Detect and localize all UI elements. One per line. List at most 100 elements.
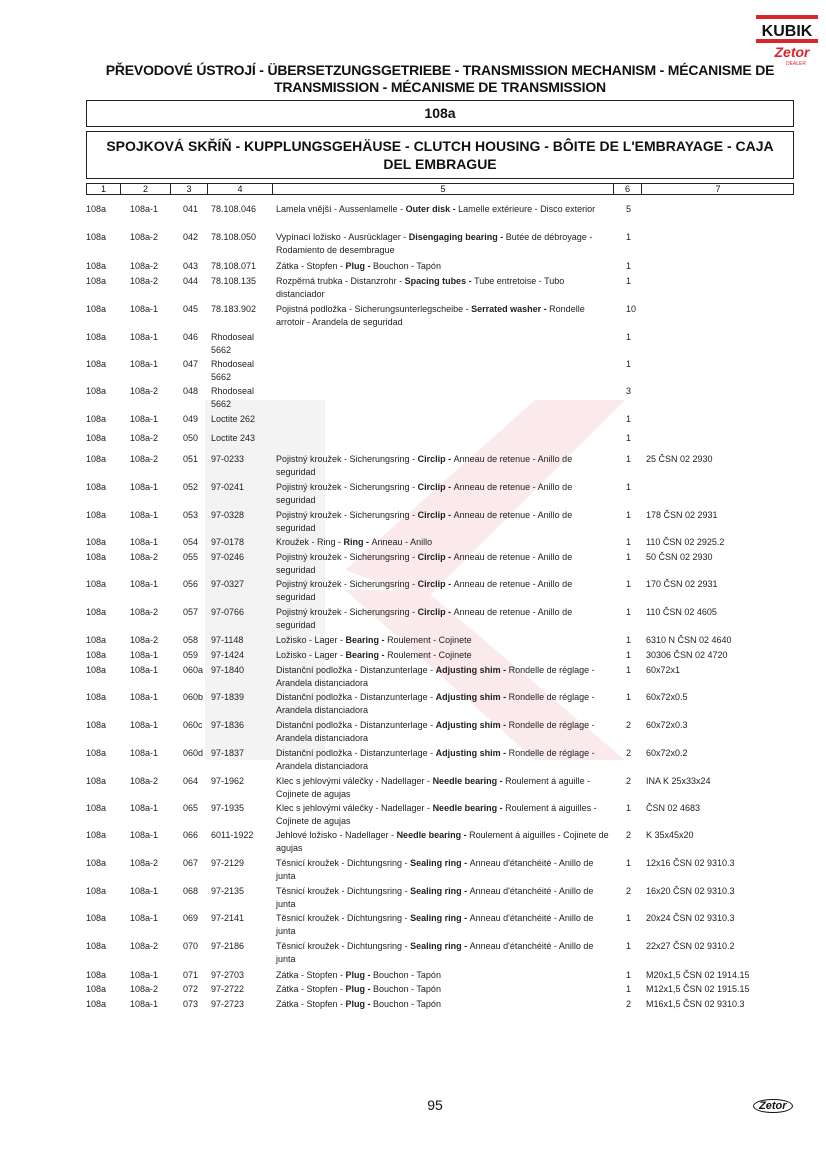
position-cell: 047 — [183, 359, 199, 369]
description-cell: Klec s jehlovými válečky - Nadellager - … — [276, 803, 597, 826]
part-number-cell: Loctite 262 — [211, 414, 256, 424]
figure-cell: 108a-2 — [130, 454, 159, 464]
figure-cell: 108a-1 — [130, 913, 159, 923]
description-cell: Rozpěrná trubka - Distanzrohr - Spacing … — [276, 276, 565, 299]
group-cell: 108a — [86, 552, 107, 562]
group-cell: 108a — [86, 984, 107, 994]
part-number-cell: 97-1836 — [211, 720, 245, 730]
part-number-cell: 97-2129 — [211, 858, 245, 868]
position-cell: 060b — [183, 692, 204, 702]
quantity-cell: 1 — [626, 803, 632, 813]
group-cell: 108a — [86, 635, 107, 645]
group-cell: 108a — [86, 720, 107, 730]
part-number-cell: 97-0766 — [211, 607, 245, 617]
description-cell: Jehlové ložisko - Nadellager - Needle be… — [276, 830, 609, 853]
quantity-cell: 5 — [626, 204, 632, 214]
note-cell: 20x24 ČSN 02 9310.3 — [646, 913, 735, 923]
position-cell: 071 — [183, 970, 199, 980]
position-cell: 054 — [183, 537, 199, 547]
position-cell: 046 — [183, 332, 199, 342]
group-cell: 108a — [86, 650, 107, 660]
note-cell: 30306 ČSN 02 4720 — [646, 650, 728, 660]
svg-text:Zetor: Zetor — [774, 44, 812, 60]
note-cell: 60x72x0.5 — [646, 692, 688, 702]
part-number-cell: 97-2703 — [211, 970, 245, 980]
position-cell: 052 — [183, 482, 199, 492]
part-number-cell: 78.108.071 — [211, 261, 257, 271]
figure-cell: 108a-1 — [130, 510, 159, 520]
note-cell: 170 ČSN 02 2931 — [646, 579, 718, 589]
description-cell: Pojistný kroužek - Sicherungsring - Circ… — [276, 552, 573, 575]
column-header: 7 — [715, 184, 721, 194]
part-number-cell: Rhodoseal 5662 — [211, 359, 255, 382]
position-cell: 055 — [183, 552, 199, 562]
column-header: 2 — [121, 184, 171, 195]
figure-cell: 108a-1 — [130, 332, 159, 342]
position-cell: 049 — [183, 414, 199, 424]
quantity-cell: 1 — [626, 332, 632, 342]
figure-cell: 108a-1 — [130, 970, 159, 980]
part-number-cell: 97-0178 — [211, 537, 245, 547]
figure-cell: 108a-2 — [130, 984, 159, 994]
quantity-cell: 1 — [626, 692, 632, 702]
part-number-cell: 97-1837 — [211, 748, 245, 758]
part-number-cell: 78.183.902 — [211, 304, 257, 314]
group-cell: 108a — [86, 510, 107, 520]
position-cell: 045 — [183, 304, 199, 314]
position-cell: 056 — [183, 579, 199, 589]
kubik-watermark — [205, 400, 625, 760]
position-cell: 041 — [183, 204, 199, 214]
description-cell: Pojistný kroužek - Sicherungsring - Circ… — [276, 607, 573, 630]
figure-cell: 108a-2 — [130, 552, 159, 562]
group-cell: 108a — [86, 232, 107, 242]
part-number-cell: 97-1962 — [211, 776, 245, 786]
group-cell: 108a — [86, 970, 107, 980]
description-cell: Těsnicí kroužek - Dichtungsring - Sealin… — [276, 886, 594, 909]
quantity-cell: 1 — [626, 913, 632, 923]
group-cell: 108a — [86, 886, 107, 896]
position-cell: 053 — [183, 510, 199, 520]
position-cell: 059 — [183, 650, 199, 660]
group-cell: 108a — [86, 803, 107, 813]
figure-cell: 108a-1 — [130, 803, 159, 813]
quantity-cell: 1 — [626, 433, 632, 443]
group-cell: 108a — [86, 204, 107, 214]
group-cell: 108a — [86, 304, 107, 314]
part-number-cell: 97-1840 — [211, 665, 245, 675]
position-cell: 065 — [183, 803, 199, 813]
figure-cell: 108a-1 — [130, 414, 159, 424]
position-cell: 051 — [183, 454, 199, 464]
description-cell: Zátka - Stopfen - Plug - Bouchon - Tapón — [276, 970, 441, 980]
part-number-cell: 78.108.046 — [211, 204, 257, 214]
quantity-cell: 2 — [626, 999, 632, 1009]
position-cell: 060c — [183, 720, 203, 730]
note-cell: 178 ČSN 02 2931 — [646, 510, 718, 520]
group-cell: 108a — [86, 433, 107, 443]
group-cell: 108a — [86, 776, 107, 786]
part-number-cell: 97-2141 — [211, 913, 245, 923]
note-cell: 12x16 ČSN 02 9310.3 — [646, 858, 735, 868]
description-cell: Těsnicí kroužek - Dichtungsring - Sealin… — [276, 941, 594, 964]
description-cell: Pojistná podložka - Sicherungsunterlegsc… — [276, 304, 585, 327]
note-cell: 16x20 ČSN 02 9310.3 — [646, 886, 735, 896]
figure-cell: 108a-1 — [130, 886, 159, 896]
part-number-cell: Rhodoseal 5662 — [211, 386, 255, 409]
part-number-cell: 97-1839 — [211, 692, 245, 702]
part-number-cell: 97-0328 — [211, 510, 245, 520]
group-cell: 108a — [86, 332, 107, 342]
figure-cell: 108a-2 — [130, 941, 159, 951]
part-number-cell: 97-2723 — [211, 999, 245, 1009]
group-cell: 108a — [86, 748, 107, 758]
group-cell: 108a — [86, 607, 107, 617]
quantity-cell: 2 — [626, 776, 632, 786]
figure-cell: 108a-1 — [130, 748, 159, 758]
note-cell: 110 ČSN 02 2925.2 — [646, 537, 725, 547]
description-cell: Těsnicí kroužek - Dichtungsring - Sealin… — [276, 913, 594, 936]
quantity-cell: 1 — [626, 579, 632, 589]
position-cell: 060d — [183, 748, 204, 758]
section-subtitle: SPOJKOVÁ SKŘÍŇ - KUPPLUNGSGEHÄUSE - CLUT… — [86, 131, 794, 179]
group-cell: 108a — [86, 482, 107, 492]
group-cell: 108a — [86, 386, 107, 396]
note-cell: M20x1,5 ČSN 02 1914.15 — [646, 970, 750, 980]
